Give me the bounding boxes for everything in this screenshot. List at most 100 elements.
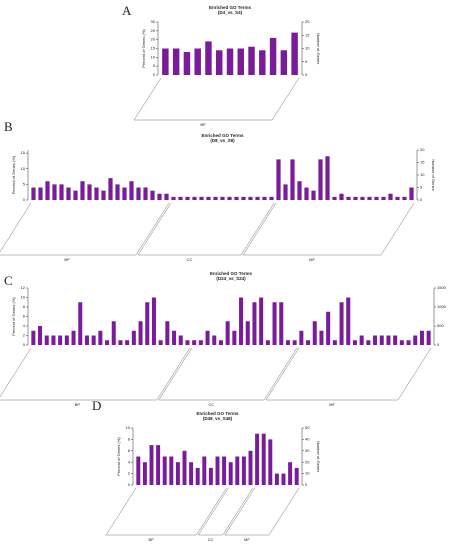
bar — [38, 187, 43, 200]
y-axis-label: Percent of Genes (%) — [11, 155, 16, 194]
bar — [379, 335, 384, 345]
bar — [227, 196, 232, 200]
bar — [225, 321, 230, 345]
y2-axis-label: Number of Genes — [316, 441, 321, 473]
y-tick-label: 5 — [23, 181, 26, 186]
bar — [318, 159, 323, 200]
group-bracket — [198, 487, 253, 536]
group-bracket — [137, 202, 275, 256]
bar — [142, 462, 147, 485]
bar — [386, 335, 391, 345]
bar — [235, 456, 240, 485]
bar — [195, 467, 200, 485]
bar — [399, 340, 404, 345]
bar — [241, 196, 246, 200]
bar — [402, 196, 407, 200]
bar — [94, 187, 99, 200]
bar — [205, 41, 212, 75]
bar — [304, 187, 309, 200]
y2-tick-label: 15 — [420, 160, 425, 165]
y-tick-label: 10 — [21, 166, 26, 171]
y2-tick-label: 50 — [305, 425, 310, 430]
chart-title: Enriched GO Terms — [209, 5, 251, 10]
y2-tick-label: 5 — [305, 59, 308, 64]
bar — [125, 340, 130, 345]
y2-tick-label: 1000 — [437, 304, 447, 309]
y2-axis-label: Number of Genes — [448, 301, 449, 333]
bar — [59, 184, 64, 200]
panel-label: D — [92, 398, 101, 413]
bar — [283, 184, 288, 200]
bar — [288, 462, 293, 485]
bar — [183, 52, 191, 75]
chart-subtitle: (D8_vs_S8) — [210, 138, 235, 143]
bar — [205, 330, 210, 345]
bar — [332, 196, 337, 200]
bar — [292, 340, 297, 345]
bar — [297, 181, 302, 200]
bar — [419, 330, 424, 345]
y-tick-label: 10 — [21, 295, 26, 300]
bar — [143, 187, 148, 200]
bar — [162, 456, 167, 485]
y2-tick-label: 0 — [305, 482, 308, 487]
y2-tick-label: 0 — [305, 72, 308, 77]
bar — [111, 321, 116, 345]
bar — [58, 335, 63, 345]
bar — [261, 433, 266, 485]
y2-tick-label: 0 — [437, 342, 440, 347]
group-bracket — [158, 347, 298, 401]
group-label: MF — [329, 402, 335, 407]
y-tick-label: 0 — [153, 72, 156, 77]
bar — [279, 302, 284, 345]
group-label: CC — [187, 257, 193, 262]
bar — [169, 456, 174, 485]
bar — [290, 159, 295, 200]
bar — [381, 196, 386, 200]
bar — [311, 190, 316, 200]
bar — [216, 50, 223, 75]
bar — [208, 467, 213, 485]
bar — [373, 335, 378, 345]
bar — [80, 181, 85, 200]
bar — [248, 196, 253, 200]
y-tick-label: 15 — [21, 150, 26, 155]
y2-tick-label: 500 — [437, 323, 444, 328]
bar — [171, 196, 176, 200]
panel-label: C — [4, 273, 13, 288]
y-tick-label: 8 — [128, 436, 131, 441]
bar — [241, 456, 246, 485]
y-tick-label: 10 — [151, 54, 156, 59]
bar — [259, 297, 264, 345]
bar — [175, 462, 180, 485]
bar — [367, 196, 372, 200]
bar — [332, 340, 337, 345]
bar — [87, 184, 92, 200]
bar — [413, 335, 418, 345]
group-bracket — [0, 202, 170, 256]
bar — [259, 50, 266, 75]
bar — [38, 326, 43, 345]
bar — [255, 433, 260, 485]
bar — [326, 311, 331, 345]
panel-label: B — [4, 119, 13, 134]
bar — [232, 330, 237, 345]
y-tick-label: 6 — [23, 314, 26, 319]
bar — [194, 48, 201, 75]
y-axis-label: Percent of Genes (%) — [11, 297, 16, 336]
bar — [269, 196, 274, 200]
bar — [255, 196, 260, 200]
bar — [215, 456, 220, 485]
bar — [280, 50, 288, 75]
bar — [101, 190, 106, 200]
bar — [319, 330, 324, 345]
bar — [268, 439, 273, 485]
y2-axis-label: Number of Genes — [316, 33, 321, 65]
bar — [409, 187, 414, 200]
bar — [366, 340, 371, 345]
y-tick-label: 8 — [23, 304, 26, 309]
bar — [78, 302, 83, 345]
y-tick-label: 15 — [151, 46, 156, 51]
bar — [64, 335, 69, 345]
y2-tick-label: 30 — [305, 448, 310, 453]
